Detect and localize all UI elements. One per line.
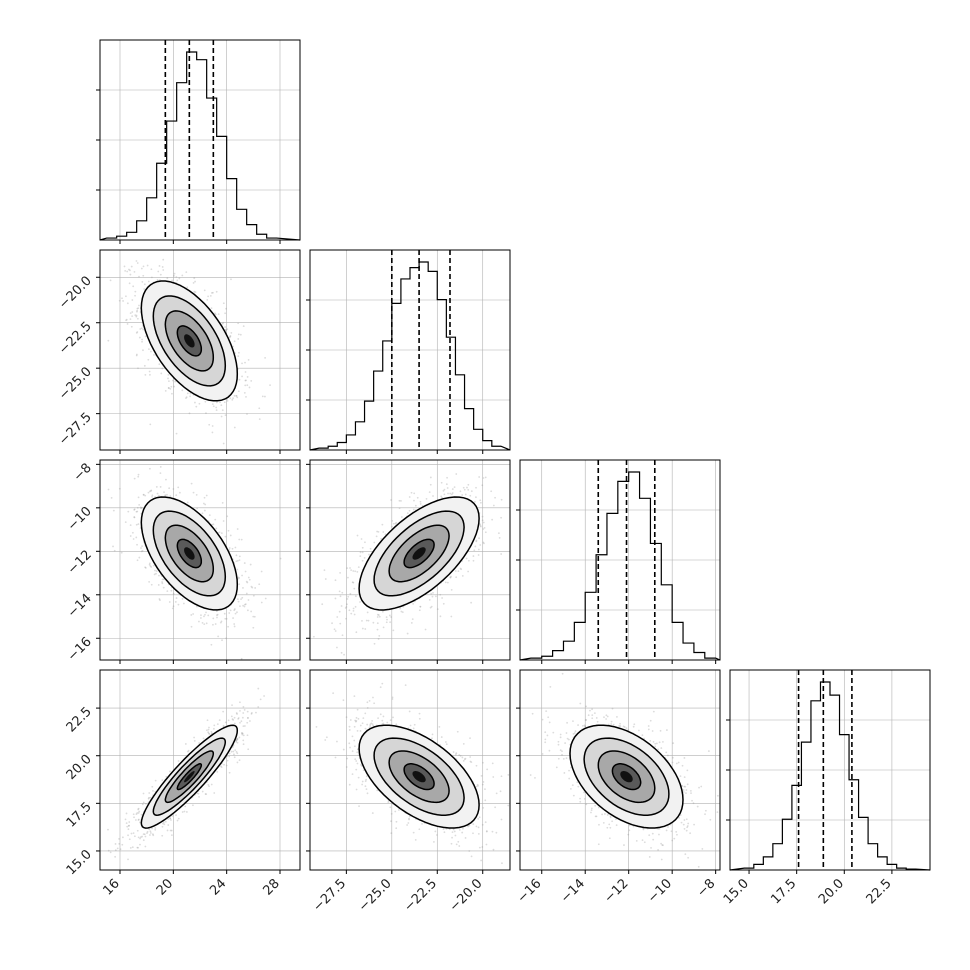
density-fill (184, 547, 195, 560)
density-panel: −27.5−25.0−22.5−20.0 (306, 669, 511, 915)
contour-line (597, 750, 656, 804)
panel-frame (309, 669, 511, 871)
y-tick-label: −22.5 (56, 319, 95, 358)
x-tick-label: −10 (645, 876, 675, 906)
x-tick-label: 28 (261, 876, 283, 898)
density-fill (184, 771, 195, 783)
contour-line (388, 750, 450, 804)
y-tick-label: −8 (71, 461, 95, 485)
contour-line (164, 524, 215, 583)
x-tick-label: −25.0 (356, 876, 395, 915)
panel-frame (99, 459, 301, 661)
y-tick-label: 20.0 (64, 752, 95, 783)
contour-line (358, 496, 480, 611)
contour-line (373, 737, 465, 816)
y-tick-label: 15.0 (64, 847, 95, 878)
density-fill (184, 334, 195, 348)
panel-frame (99, 249, 301, 451)
contour-line (140, 496, 239, 611)
panel-frame (99, 39, 301, 241)
histogram-panel: 15.0 17.5 20.0 22.5 (721, 669, 931, 907)
x-tick-label: −14 (558, 876, 588, 906)
x-tick-label: 20 (154, 876, 176, 898)
panel-frame (729, 669, 931, 871)
x-tick-label: −20.0 (447, 876, 486, 915)
y-tick-label: −27.5 (56, 410, 95, 449)
contour-line (152, 510, 227, 597)
x-tick-label: −8 (694, 876, 718, 900)
y-tick-label: −14 (65, 591, 95, 621)
density-panel: 16 20 24 28 15.0 17.5 20.0 22.5 (64, 669, 301, 899)
x-tick-label: −27.5 (310, 876, 349, 915)
density-panel: −27.5 −25.0 −22.5 −20.0 (56, 249, 301, 454)
contour-line (140, 280, 239, 402)
histogram-step-line (729, 681, 931, 871)
density-fill (412, 771, 426, 783)
x-tick-label: 22.5 (864, 876, 895, 907)
contour-line (152, 295, 227, 387)
x-tick-label: 16 (101, 876, 123, 898)
histogram-step-line (99, 51, 301, 241)
x-tick-label: −22.5 (401, 876, 440, 915)
y-tick-label: −12 (65, 548, 95, 578)
y-tick-label: 22.5 (64, 704, 95, 735)
contour-line (164, 750, 215, 804)
density-fill (620, 771, 633, 783)
contour-line (583, 737, 670, 816)
contour-line (358, 724, 480, 829)
histogram-panel (96, 39, 301, 244)
panel-frame (99, 669, 301, 871)
y-tick-label: −16 (65, 634, 95, 664)
y-tick-label: −10 (65, 504, 95, 534)
density-panel (306, 459, 511, 664)
contour-line (611, 763, 642, 791)
x-tick-label: 20.0 (816, 876, 847, 907)
contour-line (164, 310, 215, 372)
density-fill (412, 547, 426, 560)
contour-line (373, 510, 465, 597)
contour-line (403, 538, 435, 569)
y-tick-label: −25.0 (56, 364, 95, 403)
contour-line (403, 763, 435, 791)
contour-line (152, 737, 227, 816)
contour-line (140, 724, 239, 829)
x-tick-label: 17.5 (768, 876, 799, 907)
panel-frame (519, 669, 721, 871)
contour-line (388, 524, 450, 583)
y-tick-label: 17.5 (64, 800, 95, 831)
contour-line (176, 538, 203, 569)
x-tick-label: −12 (602, 876, 632, 906)
density-panel: −16 −14 −12 −10 −8 (65, 459, 301, 664)
histogram-step-line (519, 471, 721, 661)
x-tick-label: 15.0 (721, 876, 752, 907)
panel-frame (309, 249, 511, 451)
histogram-panel (516, 459, 721, 664)
contour-line (176, 325, 203, 357)
panel-frame (519, 459, 721, 661)
density-panel: −16 −14 −12 −10 −8 (515, 669, 721, 906)
histogram-panel (306, 249, 511, 454)
panel-frame (309, 459, 511, 661)
histogram-step-line (309, 261, 511, 451)
contour-line (176, 763, 203, 791)
x-tick-label: −16 (515, 876, 545, 906)
x-tick-label: 24 (207, 876, 229, 898)
contour-line (569, 724, 684, 829)
y-tick-label: −20.0 (56, 273, 95, 312)
